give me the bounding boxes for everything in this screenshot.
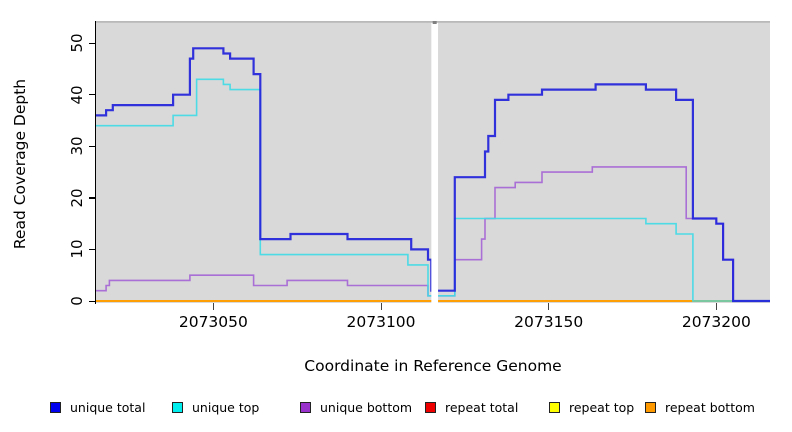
- y-tick-label: 20: [68, 188, 86, 208]
- y-tick: [89, 42, 96, 44]
- x-tick-label: 2073150: [514, 313, 584, 331]
- legend-item-unique-total: unique total: [50, 399, 145, 415]
- legend-swatch-icon: [425, 401, 436, 413]
- legend-swatch-icon: [549, 401, 560, 413]
- legend-label: unique total: [70, 399, 146, 415]
- y-tick: [89, 94, 96, 96]
- legend-item-unique-bottom: unique bottom: [300, 399, 412, 415]
- legend-label: repeat bottom: [665, 399, 755, 415]
- legend-label: repeat top: [569, 399, 635, 415]
- y-tick-label: 50: [68, 33, 86, 53]
- coverage-gap-band: [431, 21, 439, 303]
- y-axis-line: [95, 21, 97, 304]
- legend-swatch-icon: [50, 401, 61, 413]
- legend-item-repeat-top: repeat top: [549, 399, 634, 415]
- y-tick-label: 30: [68, 136, 86, 156]
- legend-item-unique-top: unique top: [172, 399, 259, 415]
- x-tick-label: 2073200: [681, 313, 751, 331]
- x-tick-label: 2073050: [178, 313, 248, 331]
- x-tick: [548, 303, 550, 310]
- y-tick: [89, 300, 96, 302]
- legend-swatch-icon: [300, 401, 311, 413]
- legend-swatch-icon: [645, 401, 656, 413]
- x-tick: [715, 303, 718, 310]
- series-unique-total: [96, 47, 770, 303]
- x-tick: [212, 303, 215, 310]
- x-tick-label: 2073100: [346, 313, 416, 331]
- legend-label: unique bottom: [320, 399, 413, 415]
- series-unique-top: [96, 78, 770, 302]
- y-axis-title: Read Coverage Depth: [11, 78, 29, 250]
- plot-area: [96, 21, 770, 303]
- y-tick: [89, 145, 96, 147]
- x-axis-title: Coordinate in Reference Genome: [304, 357, 562, 375]
- y-tick-label: 10: [68, 239, 86, 259]
- x-tick: [380, 303, 382, 310]
- legend-item-repeat-total: repeat total: [425, 399, 518, 415]
- legend-label: unique top: [192, 399, 260, 415]
- y-tick-label: 40: [68, 85, 86, 105]
- legend-item-repeat-bottom: repeat bottom: [645, 399, 755, 415]
- legend-label: repeat total: [445, 399, 519, 415]
- y-tick: [89, 197, 96, 199]
- y-tick: [89, 248, 96, 251]
- legend-swatch-icon: [172, 401, 183, 413]
- y-tick-label: 0: [68, 296, 86, 306]
